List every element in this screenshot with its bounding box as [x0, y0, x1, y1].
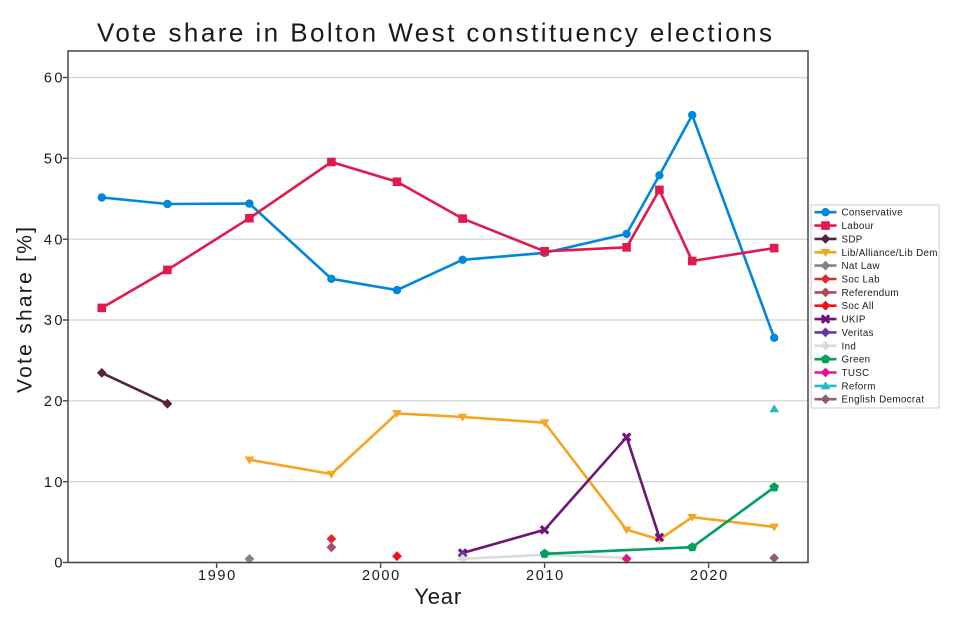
svg-text:Vote share [%]: Vote share [%]: [14, 227, 37, 393]
svg-text:Soc All: Soc All: [842, 301, 874, 312]
svg-text:English Democrat: English Democrat: [842, 395, 925, 406]
svg-text:2010: 2010: [526, 568, 563, 584]
svg-text:Lib/Alliance/Lib Dem: Lib/Alliance/Lib Dem: [842, 248, 938, 259]
svg-text:Year: Year: [414, 584, 461, 609]
svg-text:Vote share in Bolton West cons: Vote share in Bolton West constituency e…: [97, 18, 772, 48]
svg-text:Conservative: Conservative: [842, 208, 904, 219]
svg-text:SDP: SDP: [842, 234, 863, 245]
svg-text:Labour: Labour: [842, 221, 875, 232]
svg-text:0: 0: [54, 556, 62, 572]
svg-text:2000: 2000: [362, 568, 399, 584]
svg-text:2020: 2020: [690, 568, 727, 584]
svg-text:Ind: Ind: [842, 341, 857, 352]
svg-text:Nat Law: Nat Law: [842, 261, 881, 272]
svg-text:Green: Green: [842, 355, 871, 366]
svg-text:TUSC: TUSC: [842, 368, 870, 379]
svg-text:Reform: Reform: [842, 381, 876, 392]
svg-text:Referendum: Referendum: [842, 288, 899, 299]
svg-text:Soc Lab: Soc Lab: [842, 275, 881, 286]
svg-text:Veritas: Veritas: [842, 328, 874, 339]
svg-text:1990: 1990: [198, 568, 235, 584]
svg-text:UKIP: UKIP: [842, 315, 866, 326]
